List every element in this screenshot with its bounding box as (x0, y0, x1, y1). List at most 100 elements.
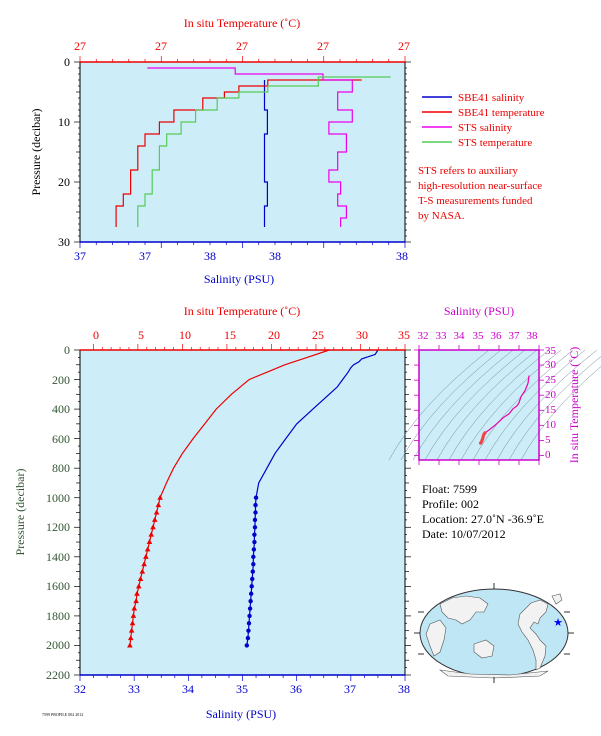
top-panel-bottom-axis-title: Salinity (PSU) (204, 272, 274, 286)
ts-panel-right-tick-label: 0 (545, 449, 551, 461)
profile-number: Profile: 002 (422, 497, 479, 511)
main-panel-bottom-tick-label: 35 (236, 682, 248, 696)
top-panel-y-axis-title: Pressure (decibar) (29, 109, 43, 196)
top-panel-top-tick-label: 27 (236, 39, 248, 53)
main-panel-bottom-tick-label: 37 (344, 682, 356, 696)
temperature-point (135, 583, 142, 589)
temperature-point (144, 546, 151, 552)
main-panel-bottom-tick-label: 33 (128, 682, 140, 696)
main-panel-top-tick-label: 30 (356, 328, 368, 342)
main-panel-bottom-axis-title: Salinity (PSU) (206, 707, 276, 721)
top-panel-bottom-tick-label: 38 (204, 249, 216, 263)
ts-panel-right-tick-label: 20 (545, 389, 557, 401)
legend-label-sbe41-temperature: SBE41 temperature (458, 107, 545, 119)
ts-panel-right-tick-label: 30 (545, 359, 557, 371)
map-continent-africa (425, 619, 447, 657)
salinity-point (247, 613, 252, 619)
top-panel-legend: SBE41 salinity SBE41 temperature STS sal… (422, 92, 545, 149)
main-panel-top-tick-label: 0 (93, 328, 99, 342)
world-map: ★ (414, 583, 574, 683)
ts-panel-plot-area (388, 349, 601, 461)
top-panel-y-tick-label: 30 (58, 235, 70, 249)
salinity-point (252, 532, 257, 537)
temperature-point (130, 612, 137, 618)
main-panel-y-tick-label: 400 (52, 402, 70, 416)
main-panel-top-axis-title: In situ Temperature (˚C) (184, 304, 301, 318)
top-panel-top-tick-label: 27 (74, 39, 86, 53)
temperature-point (146, 539, 153, 545)
density-contour (400, 349, 502, 461)
main-panel-y-tick-label: 2200 (46, 668, 70, 682)
profile-date: Date: 10/07/2012 (422, 527, 506, 541)
float-location: Location: 27.0˚N -36.9˚E (422, 512, 544, 526)
ts-panel-top-tick-label: 36 (491, 330, 503, 342)
salinity-point (251, 547, 257, 552)
temperature-point (143, 553, 149, 559)
map-continent-greenland (551, 593, 563, 605)
main-panel-top-tick-label: 20 (268, 328, 280, 342)
sts-note-line: T-S measurements funded (418, 195, 533, 207)
map-continent-australia (473, 639, 495, 659)
density-contour (412, 349, 514, 461)
main-panel-y-tick-label: 2000 (46, 638, 70, 652)
temperature-point (134, 590, 140, 596)
top-panel-top-tick-label: 27 (155, 39, 167, 53)
series-line-sts-salinity (147, 67, 353, 227)
temperature-point (127, 635, 134, 641)
temperature-point (155, 502, 162, 508)
top-panel-y-tick-label: 20 (58, 175, 70, 189)
main-panel-bottom-tick-label: 34 (182, 682, 194, 696)
temperature-point (148, 531, 155, 537)
ts-panel-top-tick-label: 34 (454, 330, 466, 342)
density-contour (448, 349, 550, 461)
ts-panel-background (419, 350, 539, 460)
main-panel-y-tick-labels: 0 200 400 600 800 1000 1200 1400 1600 18… (46, 343, 70, 682)
top-panel-bottom-tick-label: 37 (139, 249, 151, 263)
main-panel-y-tick-label: 200 (52, 373, 70, 387)
ts-panel-right-tick-label: 35 (545, 345, 557, 357)
main-panel-y-tick-label: 1600 (46, 579, 70, 593)
temperature-point (137, 575, 144, 581)
salinity-point (252, 525, 258, 530)
salinity-point (252, 517, 258, 523)
ts-panel-right-tick-label: 15 (545, 404, 557, 416)
float-position-marker: ★ (553, 617, 563, 629)
main-panel-top-tick-label: 10 (179, 328, 191, 342)
salinity-point (253, 495, 259, 500)
main-panel-y-axis-title: Pressure (decibar) (13, 469, 27, 556)
main-panel-top-tick-label: 25 (312, 328, 324, 342)
salinity-point (247, 606, 253, 611)
main-panel-y-tick-label: 1000 (46, 491, 70, 505)
top-panel-ticks (74, 56, 411, 248)
salinity-point (253, 510, 258, 515)
main-panel-background (80, 350, 405, 675)
main-panel: In situ Temperature (˚C) 0 5 10 15 20 25… (13, 304, 411, 721)
main-panel-bottom-tick-label: 36 (290, 682, 302, 696)
legend-label-sts-temperature: STS temperature (458, 137, 532, 149)
float-id: Float: 7599 (422, 482, 477, 496)
main-panel-y-tick-label: 1800 (46, 609, 70, 623)
top-panel-plot-area (115, 67, 391, 227)
temperature-point (157, 494, 163, 500)
density-contour (460, 349, 562, 461)
top-panel-bottom-tick-label: 37 (74, 249, 86, 263)
temperature-point (129, 620, 136, 626)
salinity-point (253, 502, 258, 508)
density-contour (508, 356, 601, 461)
ts-panel-ticks (414, 345, 544, 465)
ts-panel-right-axis-title: In situ Temperature (˚C) (567, 347, 581, 464)
density-contour (472, 349, 574, 461)
float-info: Float: 7599 Profile: 002 Location: 27.0˚… (422, 482, 544, 541)
salinity-point (252, 539, 257, 545)
ts-panel-right-tick-label: 5 (545, 434, 551, 446)
map-antarctica (438, 669, 549, 679)
salinity-point (244, 643, 250, 648)
main-panel-bottom-tick-label: 38 (398, 682, 410, 696)
salinity-point (248, 598, 253, 604)
map-continent-eurasia (439, 595, 489, 625)
top-panel-bottom-tick-label: 38 (269, 249, 281, 263)
temperature-point (133, 598, 139, 604)
top-panel-y-tick-label: 0 (64, 55, 70, 69)
salinity-point (250, 569, 255, 574)
density-contour (388, 349, 490, 461)
